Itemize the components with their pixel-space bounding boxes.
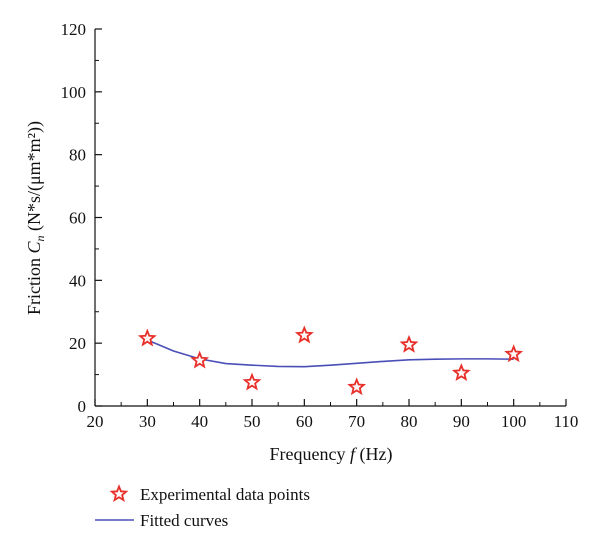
- x-tick-label: 110: [554, 412, 579, 431]
- legend-star-icon: [109, 484, 129, 503]
- y-tick-label: 60: [69, 209, 86, 228]
- fitted-curve-line: [147, 339, 514, 368]
- data-point-star: [399, 334, 419, 353]
- y-tick-label: 0: [78, 397, 87, 416]
- y-axis-label: Friction Cn (N*s/(μm*m²)): [24, 121, 47, 315]
- axes: [94, 29, 566, 407]
- x-tick-label: 60: [296, 412, 313, 431]
- x-tick-label: 80: [401, 412, 418, 431]
- data-point-star: [451, 363, 471, 382]
- x-tick-label: 70: [348, 412, 365, 431]
- y-tick-label: 100: [61, 83, 87, 102]
- data-point-star: [242, 372, 262, 391]
- x-tick-label: 20: [87, 412, 104, 431]
- x-tick-label: 100: [501, 412, 527, 431]
- legend-label-fitted: Fitted curves: [140, 511, 228, 530]
- x-tick-label: 30: [139, 412, 156, 431]
- x-axis-label: Frequency f (Hz): [270, 444, 393, 465]
- data-point-star: [294, 325, 314, 344]
- x-tick-label: 50: [244, 412, 261, 431]
- y-tick-label: 40: [69, 271, 86, 290]
- y-tick-label: 80: [69, 146, 86, 165]
- x-tick-label: 40: [191, 412, 208, 431]
- data-point-star: [190, 350, 210, 369]
- x-tick-label: 90: [453, 412, 470, 431]
- data-point-star: [504, 344, 524, 363]
- y-tick-label: 120: [61, 20, 87, 39]
- y-tick-label: 20: [69, 334, 86, 353]
- data-point-star: [137, 328, 157, 347]
- plot-area: [137, 325, 524, 396]
- legend: Experimental data points Fitted curves: [95, 484, 310, 530]
- data-point-star: [347, 377, 367, 396]
- legend-label-experimental: Experimental data points: [140, 485, 310, 504]
